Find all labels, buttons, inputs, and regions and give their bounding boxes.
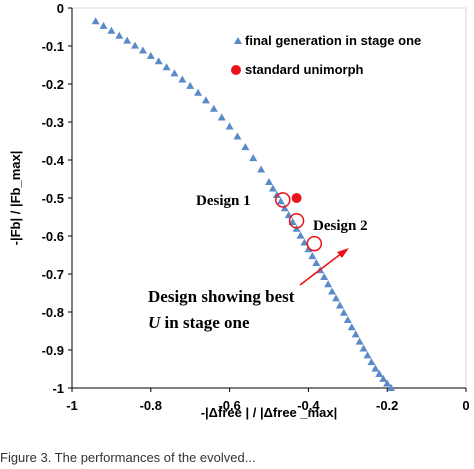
data-point-triangle xyxy=(355,337,364,345)
data-point-triangle xyxy=(296,231,305,239)
data-point-triangle xyxy=(146,51,155,59)
data-point-triangle xyxy=(331,294,340,302)
data-point-triangle xyxy=(359,344,368,352)
data-point-triangle xyxy=(324,280,333,288)
y-tick-label: -0.5 xyxy=(42,191,64,206)
annotation-design-2: Design 2 xyxy=(313,218,368,234)
data-point-triangle xyxy=(339,308,348,316)
highlight-circle xyxy=(288,213,305,229)
data-point-triangle xyxy=(249,154,258,162)
annotation-best-design-line2: U in stage one xyxy=(148,313,250,332)
highlight-circles xyxy=(275,192,323,252)
data-point-triangle xyxy=(351,330,360,338)
legend-label-final-generation: final generation in stage one xyxy=(245,33,421,48)
data-point-triangle xyxy=(99,21,108,29)
data-point-triangle xyxy=(225,122,234,130)
data-point-triangle xyxy=(217,113,226,121)
x-tick-label: -0.4 xyxy=(297,398,320,413)
x-tick-label: -0.6 xyxy=(218,398,240,413)
data-point-triangle xyxy=(265,178,273,186)
data-point-triangle xyxy=(115,31,124,39)
x-tick-labels: -1 -0.8 -0.6 -0.4 -0.2 0 xyxy=(66,388,470,413)
y-tick-label: -0.4 xyxy=(42,153,65,168)
figure-caption: Figure 3. The performances of the evolve… xyxy=(0,450,256,465)
data-point-triangle xyxy=(367,358,376,366)
annotation-arrow-line xyxy=(299,252,343,286)
data-point-triangle xyxy=(300,238,309,246)
y-tick-label: 0 xyxy=(57,1,64,16)
x-tick-label: 0 xyxy=(462,398,469,413)
data-point-triangle xyxy=(91,17,100,25)
legend: final generation in stage one standard u… xyxy=(231,33,421,77)
data-point-triangle xyxy=(123,36,132,44)
data-point-triangle xyxy=(304,245,313,253)
highlight-circle xyxy=(275,192,291,208)
data-point-triangle xyxy=(371,364,380,372)
data-point-standard-unimorph xyxy=(291,193,302,203)
x-tick-label: -0.8 xyxy=(140,398,162,413)
data-point-triangle xyxy=(154,57,163,65)
data-point-triangle xyxy=(343,315,352,323)
legend-circle-marker xyxy=(231,65,241,75)
x-tick-label: -0.2 xyxy=(376,398,398,413)
data-point-triangle xyxy=(272,190,281,198)
y-tick-label: -0.2 xyxy=(42,77,64,92)
data-point-triangle xyxy=(233,132,242,140)
y-tick-label: -0.6 xyxy=(42,229,64,244)
x-axis-title: -|Δfree | / |Δfree _max| xyxy=(201,405,338,420)
data-point-triangle xyxy=(312,258,321,266)
y-tick-label: -0.8 xyxy=(42,305,64,320)
data-point-triangle xyxy=(383,379,392,387)
data-point-triangle xyxy=(276,197,285,205)
data-point-triangle xyxy=(347,323,356,331)
data-point-triangle xyxy=(375,369,384,377)
y-axis-title: -|Fb| / |Fb_max| xyxy=(8,151,23,246)
legend-triangle-marker xyxy=(234,37,242,44)
data-point-triangle xyxy=(335,301,344,309)
data-point-triangle xyxy=(194,88,203,96)
data-point-triangle xyxy=(170,69,179,77)
data-point-triangle xyxy=(328,287,337,295)
data-point-triangle xyxy=(131,41,140,49)
data-point-triangle xyxy=(201,96,210,104)
y-tick-label: -0.7 xyxy=(42,267,64,282)
x-tick-label: -1 xyxy=(66,398,78,413)
y-tick-label: -0.3 xyxy=(42,115,64,130)
highlight-circle xyxy=(306,235,323,252)
data-point-triangle xyxy=(107,26,116,34)
annotation-best-design-line1: Design showing best xyxy=(148,287,295,306)
y-tick-label: -0.9 xyxy=(42,343,64,358)
data-point-triangle xyxy=(186,81,195,89)
data-point-triangle xyxy=(268,184,277,192)
data-point-triangle xyxy=(241,143,250,151)
y-tick-labels: 0 -0.1 -0.2 -0.3 -0.4 -0.5 -0.6 -0.7 -0.8 -0.9 -1 xyxy=(42,1,72,396)
data-point-triangle xyxy=(209,104,218,112)
data-point-triangle xyxy=(379,374,388,382)
data-point-triangle xyxy=(280,204,289,212)
data-point-triangle xyxy=(138,46,147,54)
y-tick-label: -0.1 xyxy=(42,39,64,54)
data-point-triangle xyxy=(320,273,329,281)
y-tick-label: -1 xyxy=(52,381,64,396)
series-layer xyxy=(91,17,396,391)
annotation-arrow-head xyxy=(337,248,349,258)
data-point-triangle xyxy=(363,351,372,359)
data-point-triangle xyxy=(178,75,187,83)
legend-label-standard-unimorph: standard unimorph xyxy=(245,62,364,77)
data-point-triangle xyxy=(257,165,266,173)
data-point-triangle xyxy=(387,384,396,391)
data-point-triangle xyxy=(308,252,317,260)
data-point-triangle xyxy=(162,63,171,71)
annotation-design-1: Design 1 xyxy=(196,193,251,209)
